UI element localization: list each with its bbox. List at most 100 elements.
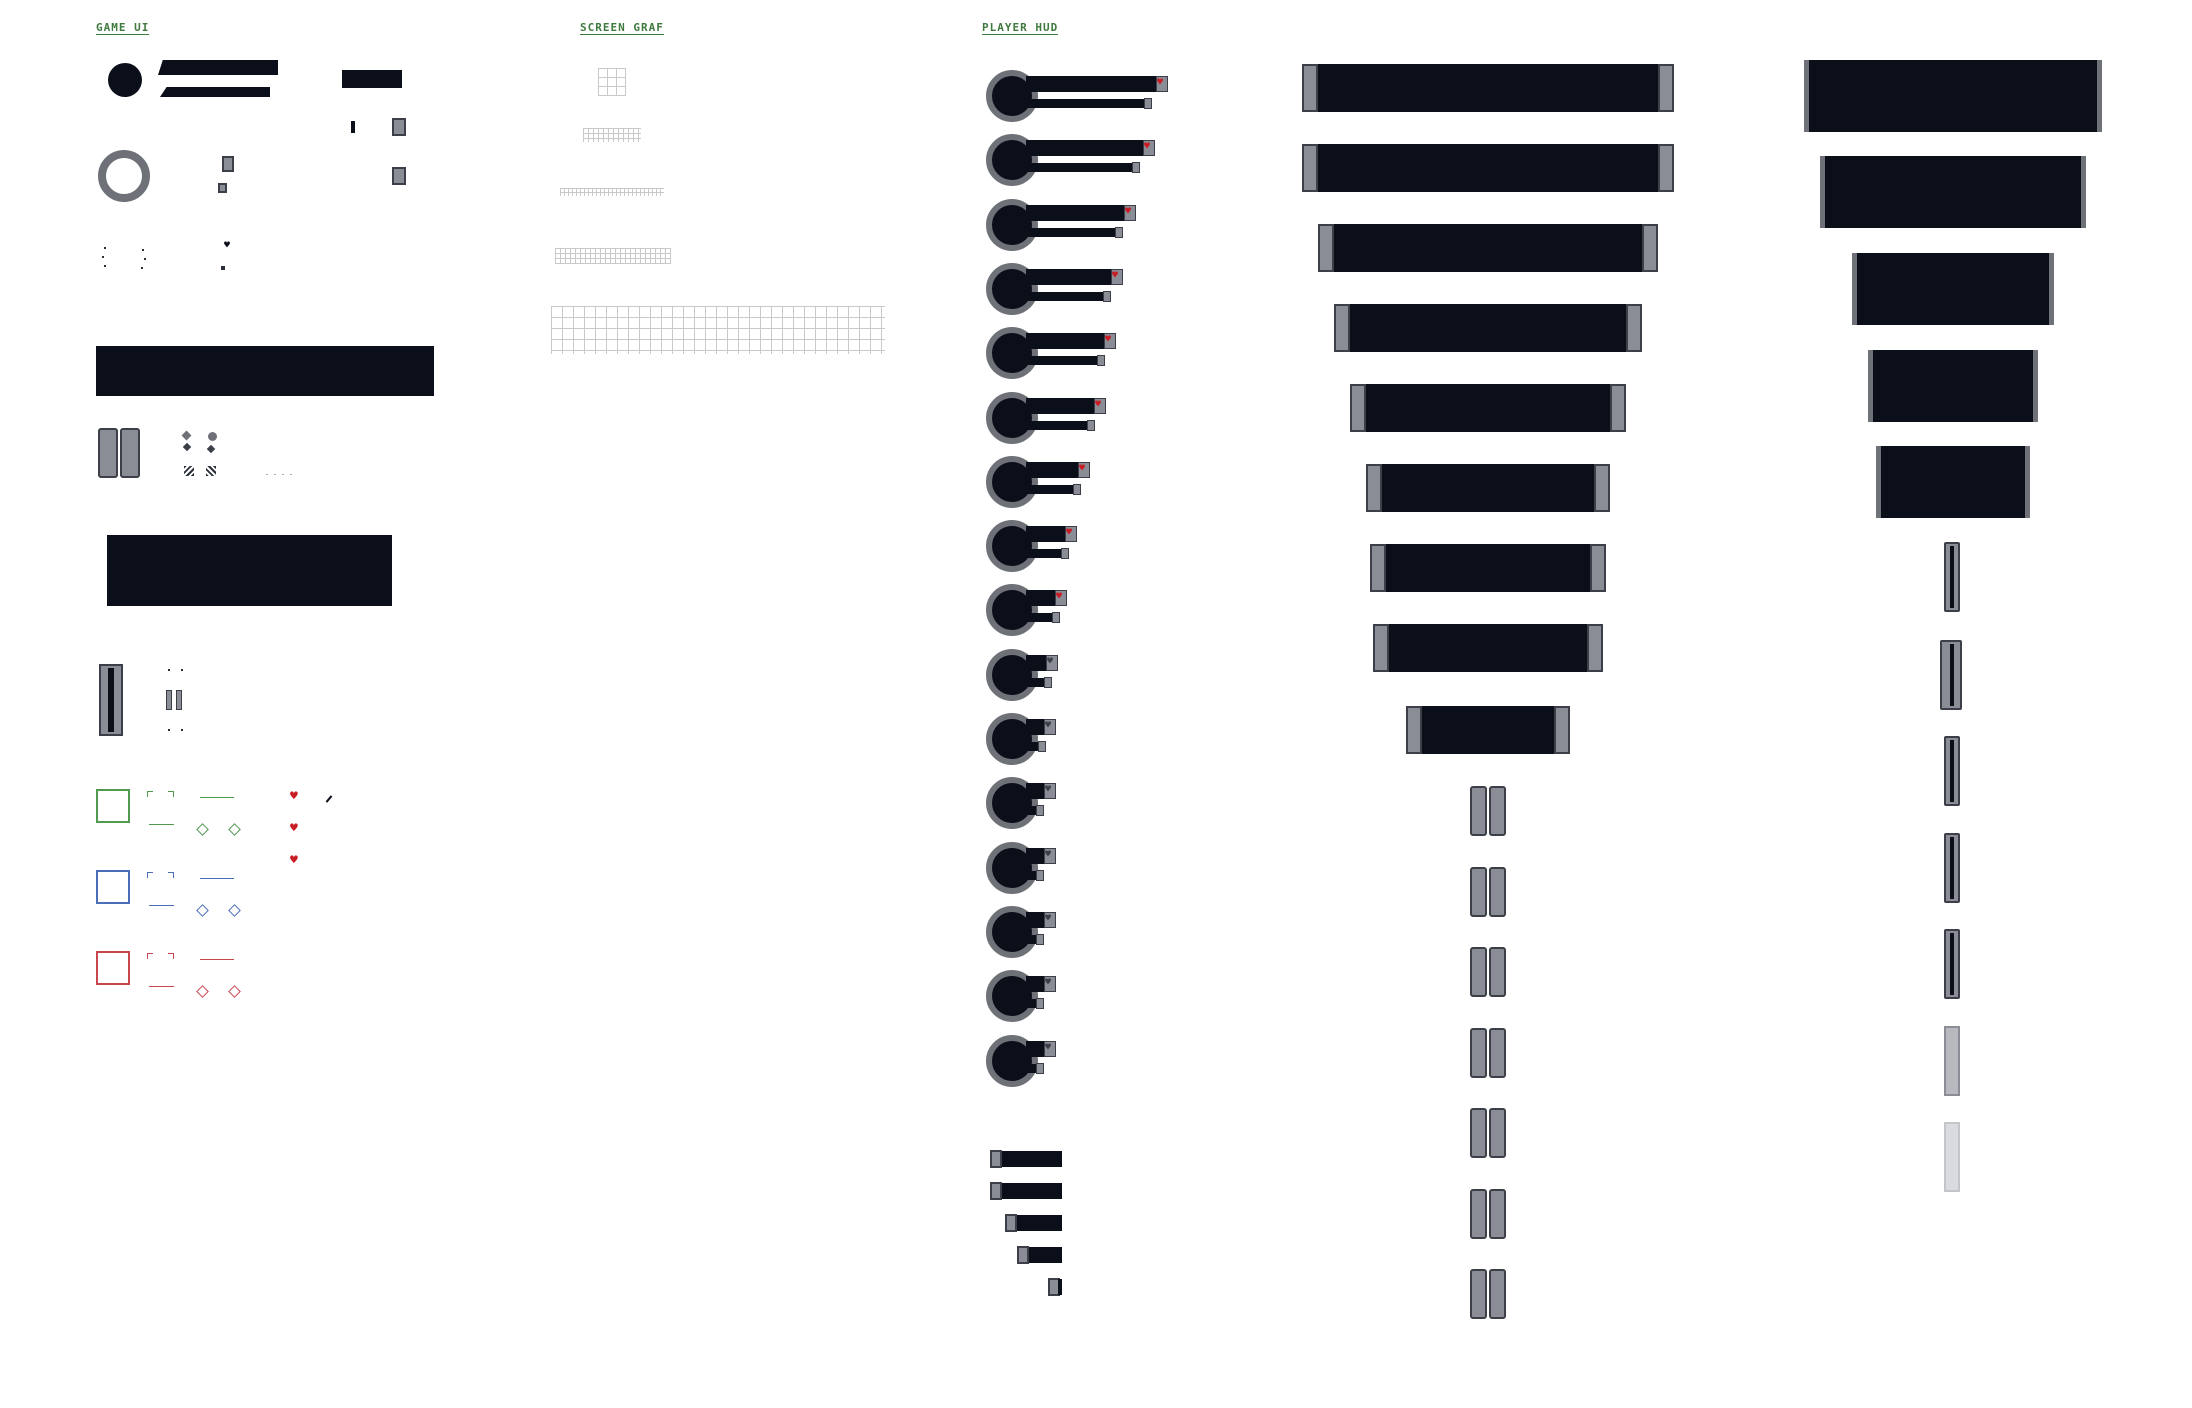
hp-bar: [1026, 526, 1065, 543]
corner-red-2: [168, 953, 174, 959]
heart-icon: ♥: [1157, 77, 1164, 88]
console-frame-icon: [1302, 144, 1674, 192]
flat-frame-edge-left: [1852, 253, 1857, 325]
flat-frame: [1804, 60, 2102, 132]
console-grip-left: [1406, 706, 1422, 754]
mini-bar: [1017, 1215, 1062, 1231]
mini-bar-cap: [990, 1182, 1002, 1200]
vertical-pillar-core: [1950, 546, 1954, 608]
hp-bar: [1026, 911, 1044, 928]
mini-bar: [1029, 1247, 1062, 1263]
heart-icon: ♥: [290, 789, 298, 804]
hp-bar: [1026, 719, 1044, 735]
flat-frame-edge-right: [2049, 253, 2054, 325]
flat-frame-edge-right: [2097, 60, 2102, 132]
hp-bar-cap: [1111, 268, 1123, 285]
mini-bar-cap: [990, 1150, 1002, 1168]
hp-bar: [1026, 333, 1104, 350]
flat-frame: [1852, 253, 2054, 325]
console-grip-right: [1626, 304, 1642, 352]
mini-bar-cap: [1017, 1246, 1029, 1264]
line-red-1: [200, 959, 234, 960]
corner-green-1: [147, 791, 153, 797]
metal-bracket-left: [98, 428, 118, 478]
corner-red-1: [147, 953, 153, 959]
console-frame-icon: [1302, 64, 1674, 112]
console-grip-right: [1658, 144, 1674, 192]
dot-2: [102, 256, 104, 258]
hp-bar: [1026, 140, 1143, 157]
grid-icon: [598, 68, 626, 96]
mp-bar-cap: [1103, 290, 1111, 302]
diamond-blue-2: [228, 904, 241, 917]
console-frame-icon: [1370, 544, 1606, 592]
corner-blue-1: [147, 872, 153, 878]
diamond-blue-1: [196, 904, 209, 917]
line-blue-2: [149, 905, 174, 906]
console-frame-icon: [1318, 224, 1658, 272]
heart-icon: ♥: [1095, 398, 1102, 410]
console-grip-left: [1350, 384, 1366, 432]
controller-left: [1470, 786, 1487, 836]
dot-circle-icon: [208, 432, 217, 441]
flat-frame-edge-right: [2033, 350, 2038, 422]
diamond-green-1: [196, 823, 209, 836]
console-grip-left: [1366, 464, 1382, 512]
ring-gauge-icon: [98, 150, 150, 202]
diamond-red-2: [228, 985, 241, 998]
hp-bar: [1026, 590, 1055, 607]
hp-bar: [1026, 783, 1044, 800]
hp-bar-cap: [1143, 140, 1155, 157]
console-grip-right: [1642, 224, 1658, 272]
hp-bar-cap: [1065, 526, 1077, 543]
console-frame-icon: [1366, 464, 1610, 512]
heart-icon: ♥: [1056, 591, 1063, 603]
grid-medium-strip: [555, 248, 671, 264]
circle-gauge-icon: [986, 1034, 1038, 1087]
hp-bar-cap: [1124, 204, 1136, 221]
vertical-pillar-faded: [1944, 1026, 1960, 1096]
mini-bar-cap: [1005, 1214, 1017, 1232]
hp-bar: [1026, 847, 1044, 864]
mp-bar-cap: [1087, 419, 1095, 431]
dot-9: [181, 669, 183, 671]
mp-bar-cap: [1036, 805, 1044, 817]
mp-bar: [1026, 934, 1036, 944]
heart-icon: ♥: [1047, 655, 1054, 667]
mp-bar-cap: [1036, 869, 1044, 881]
mp-bar: [1026, 291, 1103, 301]
mp-bar: [1026, 613, 1052, 623]
vertical-pillar-core: [1950, 644, 1954, 706]
mini-bar: [1058, 1279, 1062, 1295]
heart-icon: ♥: [1105, 334, 1112, 346]
hp-bar: [1026, 654, 1046, 671]
mp-bar: [1026, 420, 1087, 430]
controller-left: [1470, 1269, 1487, 1319]
line-blue-1: [200, 878, 234, 879]
mini-bar: [1002, 1151, 1062, 1167]
console-grip-right: [1610, 384, 1626, 432]
console-frame-icon: [1406, 706, 1570, 754]
console-grip-left: [1318, 224, 1334, 272]
console-grip-left: [1334, 304, 1350, 352]
mp-bar: [1026, 99, 1144, 108]
mp-bar-cap: [1052, 612, 1060, 624]
tiny-dots: [266, 474, 296, 475]
cursor-icon: [325, 795, 333, 803]
hp-bar-cap: [1044, 719, 1056, 735]
heart-icon: ♥: [1125, 205, 1132, 217]
controller-right: [1489, 786, 1506, 836]
circle-gauge-icon: [986, 455, 1038, 508]
small-panel: [342, 70, 402, 88]
flat-frame: [1868, 350, 2038, 422]
console-grip-left: [1302, 144, 1318, 192]
mp-bar-cap: [1036, 933, 1044, 945]
mp-bar-cap: [1036, 1062, 1044, 1074]
hp-bar-cap: [1094, 397, 1106, 414]
mp-bar-cap: [1061, 548, 1069, 560]
console-frame-icon: [1334, 304, 1642, 352]
flat-frame: [1820, 156, 2086, 228]
diamond-icon-3: [206, 444, 216, 454]
corner-blue-2: [168, 872, 174, 878]
circle-gauge-icon: [986, 520, 1038, 573]
